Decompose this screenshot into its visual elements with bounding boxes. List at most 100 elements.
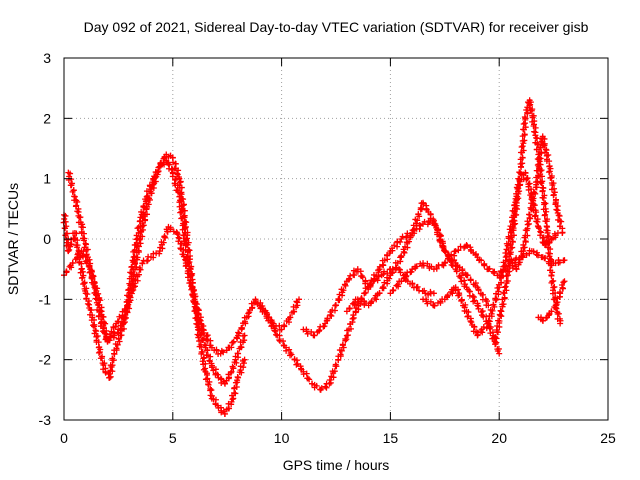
data-point bbox=[156, 163, 163, 170]
data-point bbox=[496, 350, 503, 357]
data-point bbox=[241, 332, 248, 339]
data-point bbox=[558, 281, 565, 288]
data-point bbox=[543, 227, 550, 234]
data-point bbox=[546, 169, 553, 176]
data-point bbox=[495, 288, 502, 295]
data-point bbox=[342, 335, 349, 342]
y-tick-label: 2 bbox=[43, 110, 51, 126]
data-point bbox=[324, 315, 331, 322]
data-point bbox=[503, 277, 510, 284]
data-point bbox=[522, 238, 529, 245]
data-point bbox=[71, 193, 78, 200]
data-point bbox=[230, 338, 237, 345]
data-point bbox=[536, 225, 543, 232]
data-point bbox=[521, 131, 528, 138]
data-point bbox=[200, 329, 207, 336]
data-point bbox=[200, 355, 207, 362]
data-point bbox=[414, 217, 421, 224]
data-point bbox=[545, 250, 552, 257]
data-point bbox=[556, 212, 563, 219]
data-point bbox=[534, 162, 541, 169]
data-point bbox=[178, 208, 185, 215]
data-point bbox=[486, 318, 493, 325]
data-point bbox=[389, 245, 396, 252]
data-point bbox=[107, 334, 114, 341]
data-point bbox=[455, 286, 462, 293]
data-point bbox=[531, 213, 538, 220]
data-point bbox=[80, 237, 87, 244]
data-point bbox=[440, 244, 447, 251]
data-point bbox=[92, 327, 99, 334]
data-point bbox=[512, 220, 519, 227]
data-point bbox=[474, 302, 481, 309]
series-track-j bbox=[507, 133, 566, 273]
data-point bbox=[346, 305, 353, 312]
data-point bbox=[199, 323, 206, 330]
data-point bbox=[540, 141, 547, 148]
data-point bbox=[91, 330, 98, 337]
data-point bbox=[523, 107, 530, 114]
data-point bbox=[155, 168, 162, 175]
data-point bbox=[535, 223, 542, 230]
data-point bbox=[547, 255, 554, 262]
series-track-g bbox=[387, 242, 568, 297]
data-point bbox=[558, 218, 565, 225]
data-point bbox=[355, 298, 362, 305]
data-point bbox=[345, 332, 352, 339]
data-point bbox=[481, 262, 488, 269]
data-point bbox=[526, 180, 533, 187]
data-points bbox=[60, 97, 568, 417]
data-point bbox=[437, 232, 444, 239]
data-point bbox=[522, 170, 529, 177]
data-point bbox=[546, 168, 553, 175]
data-point bbox=[548, 279, 555, 286]
data-point bbox=[168, 166, 175, 173]
data-point bbox=[524, 232, 531, 239]
data-point bbox=[413, 263, 420, 270]
data-point bbox=[455, 292, 462, 299]
data-point bbox=[433, 265, 440, 272]
data-point bbox=[486, 265, 493, 272]
data-point bbox=[526, 211, 533, 218]
data-point bbox=[82, 240, 89, 247]
data-point bbox=[169, 173, 176, 180]
data-point bbox=[519, 143, 526, 150]
data-point bbox=[328, 312, 335, 319]
data-point bbox=[315, 328, 322, 335]
series-track-c bbox=[61, 223, 303, 358]
data-point bbox=[109, 355, 116, 362]
data-point bbox=[513, 265, 520, 272]
data-point bbox=[491, 268, 498, 275]
data-point bbox=[170, 228, 177, 235]
data-point bbox=[74, 208, 81, 215]
data-point bbox=[556, 259, 563, 266]
series-track-k bbox=[535, 278, 568, 324]
data-point bbox=[379, 283, 386, 290]
data-point bbox=[430, 290, 437, 297]
data-point bbox=[233, 359, 240, 366]
data-point bbox=[68, 182, 75, 189]
data-point bbox=[489, 307, 496, 314]
data-point bbox=[442, 259, 449, 266]
data-point bbox=[423, 205, 430, 212]
data-point bbox=[544, 232, 551, 239]
data-point bbox=[199, 337, 206, 344]
data-point bbox=[497, 279, 504, 286]
data-point bbox=[542, 149, 549, 156]
y-tick-label: 0 bbox=[43, 231, 51, 247]
data-point bbox=[401, 249, 408, 256]
data-point bbox=[84, 291, 91, 298]
data-point bbox=[389, 265, 396, 272]
data-point bbox=[523, 176, 530, 183]
data-point bbox=[89, 274, 96, 281]
data-point bbox=[488, 310, 495, 317]
data-point bbox=[197, 317, 204, 324]
data-point bbox=[415, 211, 422, 218]
data-point bbox=[545, 151, 552, 158]
chart-title: Day 092 of 2021, Sidereal Day-to-day VTE… bbox=[84, 19, 589, 35]
data-point bbox=[439, 238, 446, 245]
data-point bbox=[414, 283, 421, 290]
data-point bbox=[174, 171, 181, 178]
data-point bbox=[501, 284, 508, 291]
data-point bbox=[74, 237, 81, 244]
